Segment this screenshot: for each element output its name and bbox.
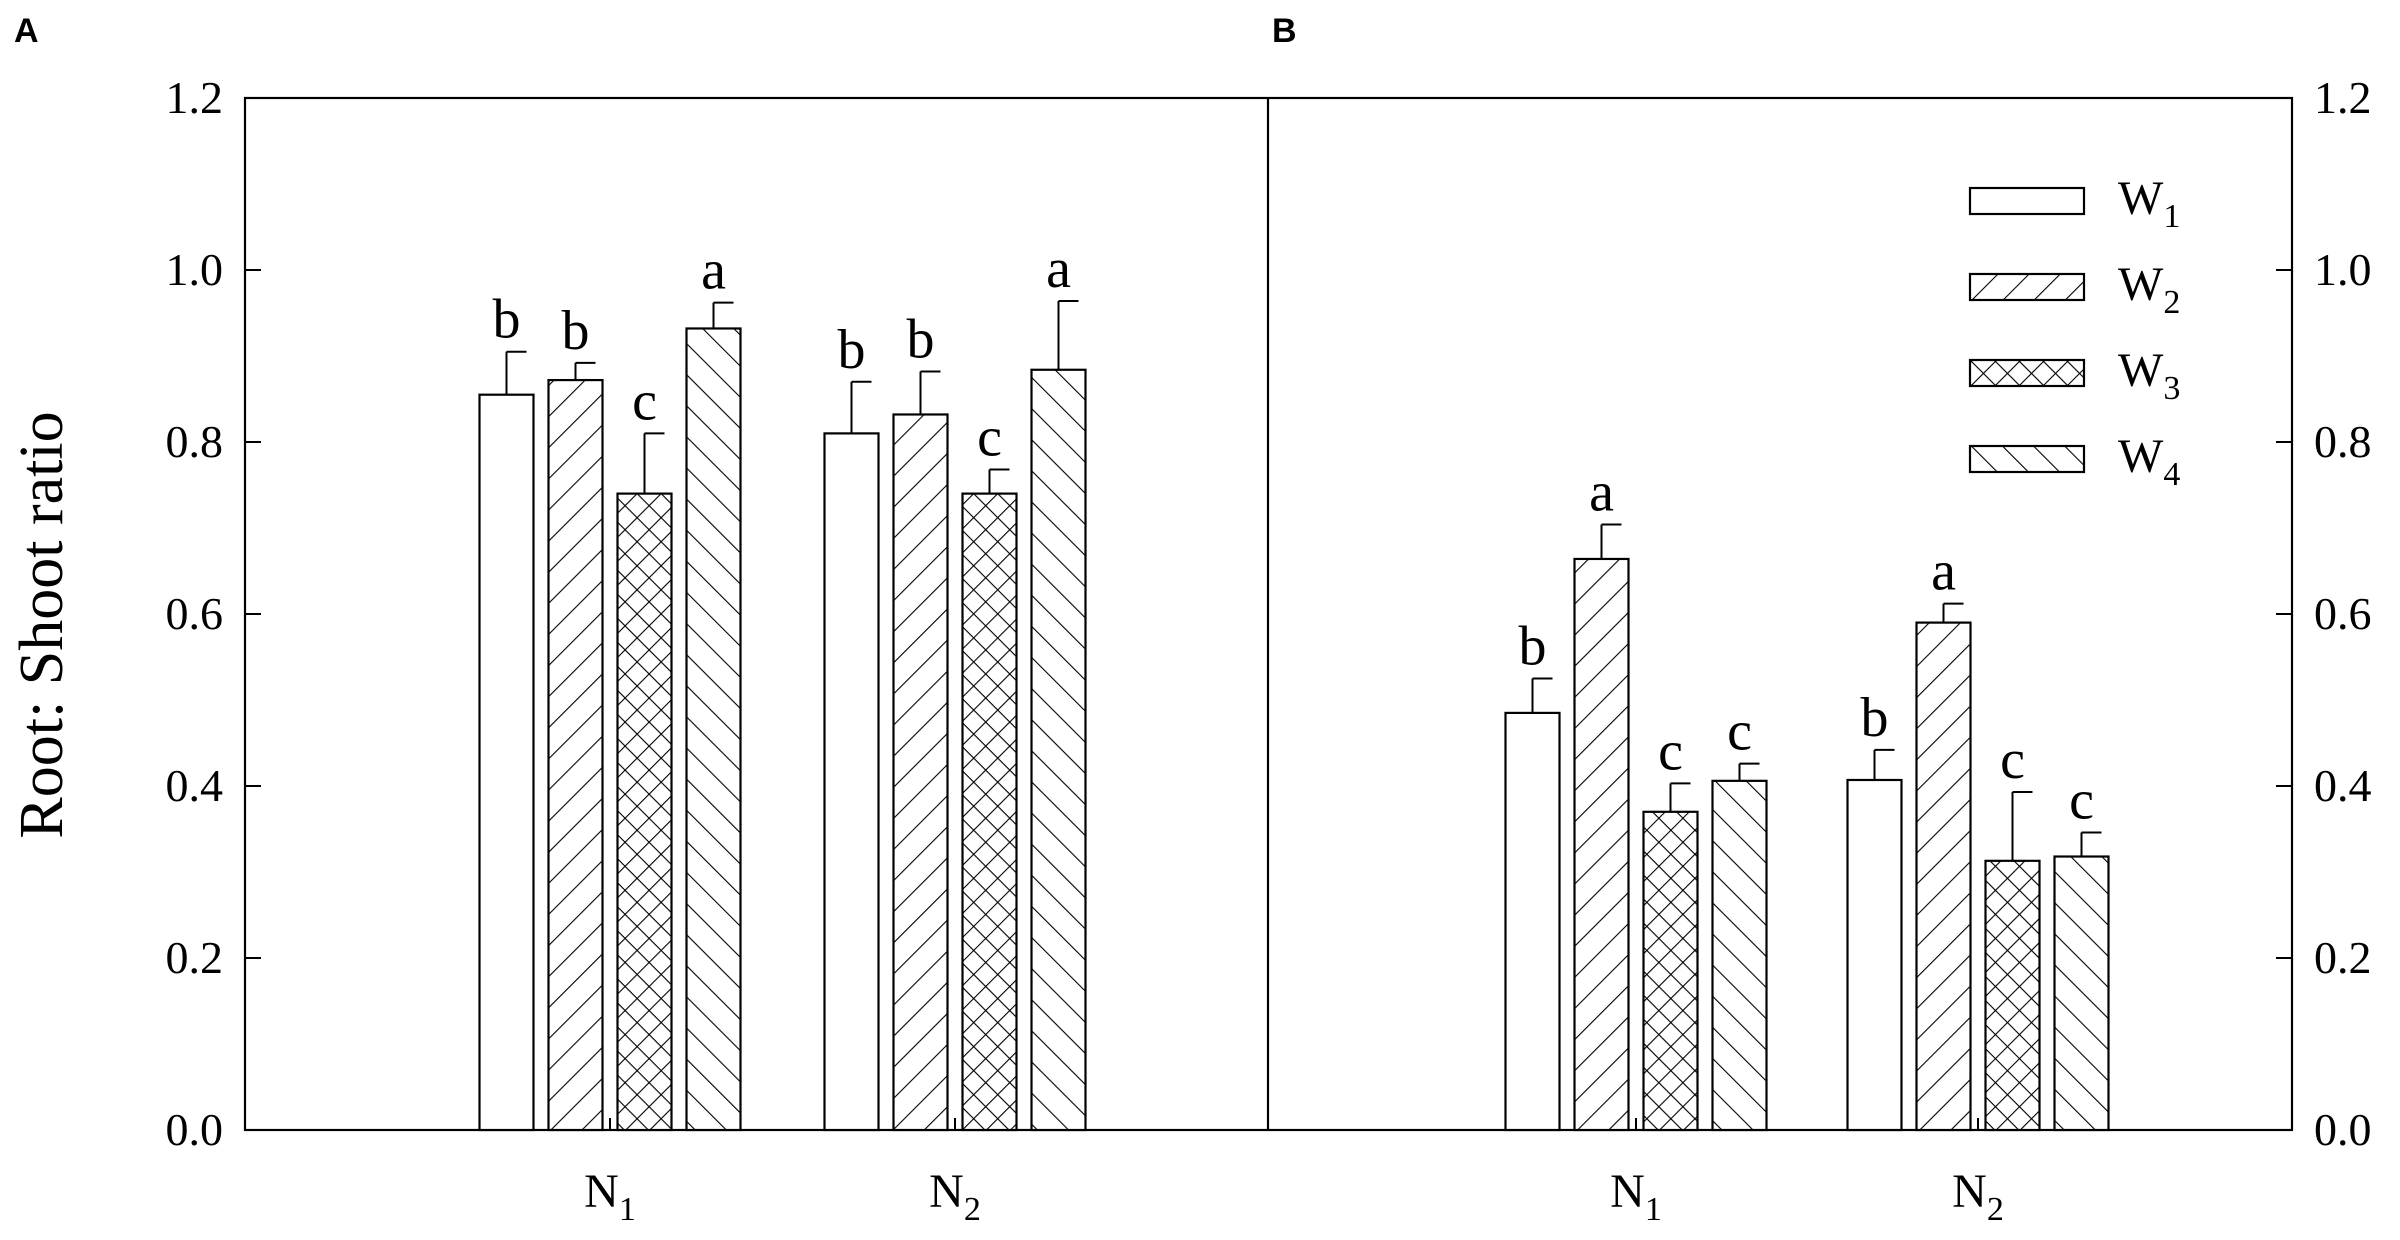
y-tick-label-b: 0.6 — [2314, 588, 2372, 639]
bar-a-n2-w1 — [823, 432, 880, 1132]
significance-letter-b: c — [1658, 720, 1683, 782]
y-tick-label-b: 0.2 — [2314, 932, 2372, 983]
bar-b-n2-w3 — [1984, 859, 2041, 1132]
panel-label-a: A — [14, 12, 39, 50]
y-tick-label-b: 0.8 — [2314, 416, 2372, 467]
y-tick-label-a: 0.4 — [166, 760, 224, 811]
significance-letter-a: b — [562, 300, 590, 362]
significance-letter-b: c — [2000, 729, 2025, 791]
legend-swatch-3 — [1968, 358, 2086, 388]
bar-b-n1-w4 — [1711, 779, 1768, 1132]
y-axis-label: Root: Shoot ratio — [8, 411, 76, 838]
significance-letter-b: b — [1861, 687, 1889, 749]
legend-label-3: W3 — [2118, 344, 2180, 407]
significance-letter-b: a — [1589, 462, 1614, 524]
y-tick-label-a: 0.0 — [166, 1104, 224, 1155]
significance-letter-a: b — [907, 308, 935, 370]
bar-b-n2-w4 — [2053, 855, 2110, 1132]
significance-letter-b: c — [2069, 769, 2094, 831]
significance-letter-b: a — [1931, 541, 1956, 603]
legend-swatch-2 — [1968, 272, 2086, 302]
x-tick-label-a-n2: N2 — [929, 1165, 981, 1228]
y-tick-label-b: 1.2 — [2314, 72, 2372, 123]
x-tick-label-b-n1: N1 — [1610, 1165, 1662, 1228]
bar-a-n1-w2 — [547, 378, 604, 1132]
significance-letter-a: b — [838, 319, 866, 381]
bar-a-n1-w4 — [685, 327, 742, 1132]
panel-label-b: B — [1272, 12, 1297, 50]
significance-letter-a: b — [493, 289, 521, 351]
legend-swatch-1 — [1968, 186, 2086, 216]
significance-letter-b: c — [1727, 701, 1752, 763]
bar-a-n2-w3 — [961, 492, 1018, 1132]
bar-a-n1-w1 — [478, 393, 535, 1132]
bar-a-n2-w4 — [1030, 368, 1087, 1132]
y-tick-label-b: 0.0 — [2314, 1104, 2372, 1155]
legend-label-1: W1 — [2118, 172, 2180, 235]
bar-a-n2-w2 — [892, 413, 949, 1132]
bar-a-n1-w3 — [616, 492, 673, 1132]
bar-b-n1-w2 — [1573, 557, 1630, 1132]
y-tick-label-a: 1.0 — [166, 244, 224, 295]
significance-letter-a: a — [701, 240, 726, 302]
significance-letter-a: c — [632, 370, 657, 432]
legend-label-4: W4 — [2118, 430, 2180, 493]
x-tick-label-a-n1: N1 — [584, 1165, 636, 1228]
bar-b-n1-w1 — [1504, 711, 1561, 1132]
bar-b-n1-w3 — [1642, 810, 1699, 1132]
legend-label-2: W2 — [2118, 258, 2180, 321]
y-tick-label-b: 0.4 — [2314, 760, 2372, 811]
y-tick-label-a: 0.2 — [166, 932, 224, 983]
bar-b-n2-w2 — [1915, 621, 1972, 1132]
bar-b-n2-w1 — [1846, 778, 1903, 1132]
y-tick-label-a: 0.8 — [166, 416, 224, 467]
significance-letter-b: b — [1519, 616, 1547, 678]
y-tick-label-b: 1.0 — [2314, 244, 2372, 295]
y-tick-label-a: 1.2 — [166, 72, 224, 123]
y-tick-label-a: 0.6 — [166, 588, 224, 639]
legend-swatch-4 — [1968, 444, 2086, 474]
x-tick-label-b-n2: N2 — [1952, 1165, 2004, 1228]
significance-letter-a: a — [1046, 238, 1071, 300]
significance-letter-a: c — [977, 407, 1002, 469]
